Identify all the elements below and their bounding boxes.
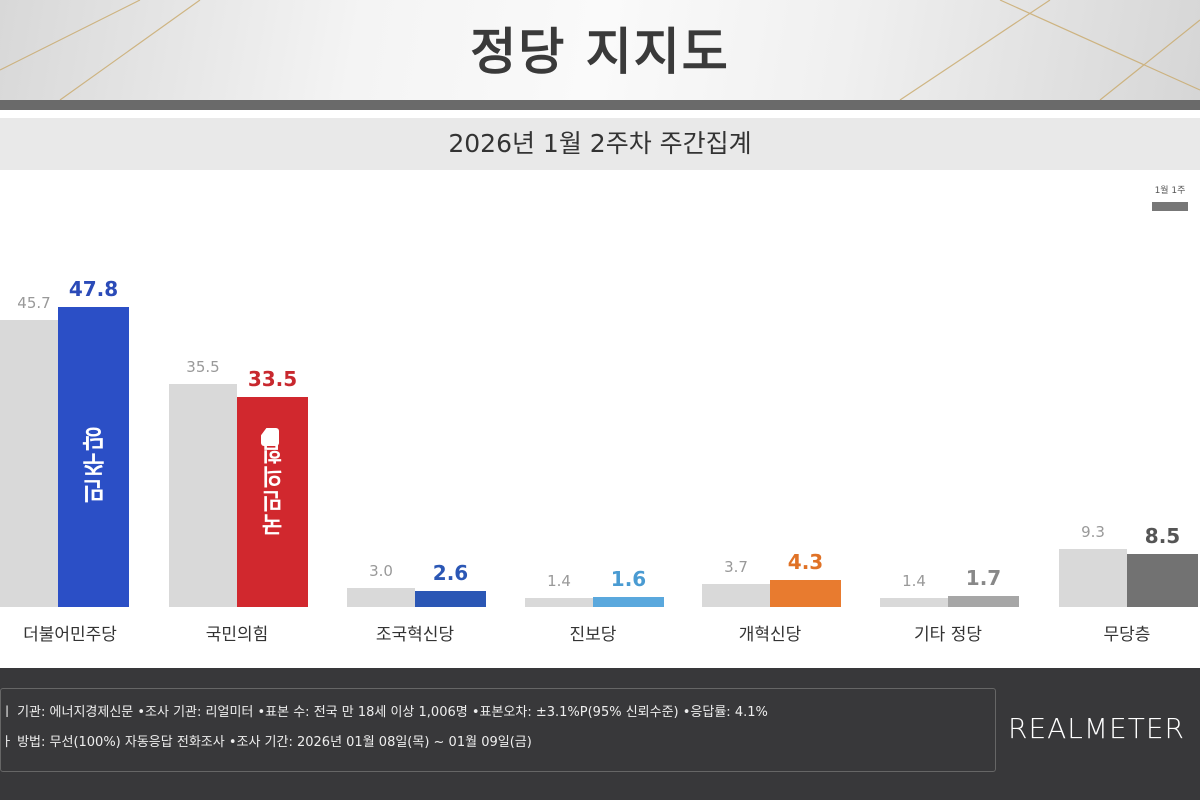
bar-current — [948, 596, 1019, 607]
bar-current — [593, 596, 664, 607]
bar-current — [1127, 553, 1198, 607]
value-label-current: 2.6 — [432, 560, 469, 585]
bar-previous — [1059, 548, 1127, 607]
bar-previous — [880, 598, 948, 607]
value-label-current: 47.8 — [68, 276, 119, 301]
ppp-logo-shape — [261, 428, 279, 446]
category-label: 개혁신당 — [738, 625, 802, 645]
category-label: 조국혁신당 — [375, 625, 455, 645]
value-label-previous: 1.4 — [547, 572, 571, 591]
value-label-previous: 35.5 — [186, 358, 220, 377]
header: 정당 지지도 — [0, 0, 1200, 100]
survey-info-box: ㅣ 기관: 에너지경제신문 •조사 기관: 리얼미터 •표본 수: 전국 만 1… — [0, 688, 996, 772]
value-label-current: 1.6 — [610, 566, 647, 591]
bar-current — [415, 590, 486, 607]
value-label-current: 33.5 — [247, 366, 298, 391]
bar-previous — [169, 384, 237, 607]
bar-previous — [0, 320, 58, 607]
page-title: 정당 지지도 — [470, 23, 730, 81]
value-label-previous: 45.7 — [17, 294, 51, 312]
value-label-previous: 3.0 — [369, 562, 393, 581]
category-label: 더불어민주당 — [23, 625, 117, 645]
value-label-previous: 9.3 — [1081, 522, 1105, 541]
democratic-party-logo: 민주당 — [82, 425, 110, 503]
legend-swatch — [1152, 202, 1188, 211]
legend-label: 1월 1주 — [1154, 186, 1186, 196]
bar-previous — [702, 583, 770, 607]
category-label: 국민의힘 — [205, 625, 269, 645]
bar-current — [58, 306, 129, 607]
value-label-current: 8.5 — [1144, 523, 1181, 548]
bar-previous — [525, 598, 593, 607]
divider — [0, 100, 1200, 110]
decorative-lines — [0, 0, 1200, 100]
category-label: 무당층 — [1103, 625, 1151, 645]
bar-current — [770, 579, 841, 607]
value-label-current: 4.3 — [787, 549, 824, 574]
legend: 1월 1주 — [1150, 183, 1190, 211]
survey-info-line-2: ㅏ 방법: 무선(100%) 자동응답 전화조사 •조사 기간: 2026년 0… — [1, 735, 532, 750]
subtitle: 2026년 1월 2주차 주간집계 — [0, 118, 1200, 170]
category-label: 기타 정당 — [914, 625, 982, 645]
value-label-previous: 1.4 — [902, 572, 926, 591]
ppp-logo: 국민의힘 — [262, 440, 287, 536]
brand-logo: REALMETER — [1008, 712, 1185, 745]
value-label-current: 1.7 — [965, 566, 1002, 591]
footer: ㅣ 기관: 에너지경제신문 •조사 기관: 리얼미터 •표본 수: 전국 만 1… — [0, 668, 1200, 800]
survey-info-line-1: ㅣ 기관: 에너지경제신문 •조사 기관: 리얼미터 •표본 수: 전국 만 1… — [1, 705, 768, 720]
value-label-previous: 3.7 — [724, 557, 748, 576]
bar-previous — [347, 588, 415, 607]
category-label: 진보당 — [569, 625, 617, 645]
